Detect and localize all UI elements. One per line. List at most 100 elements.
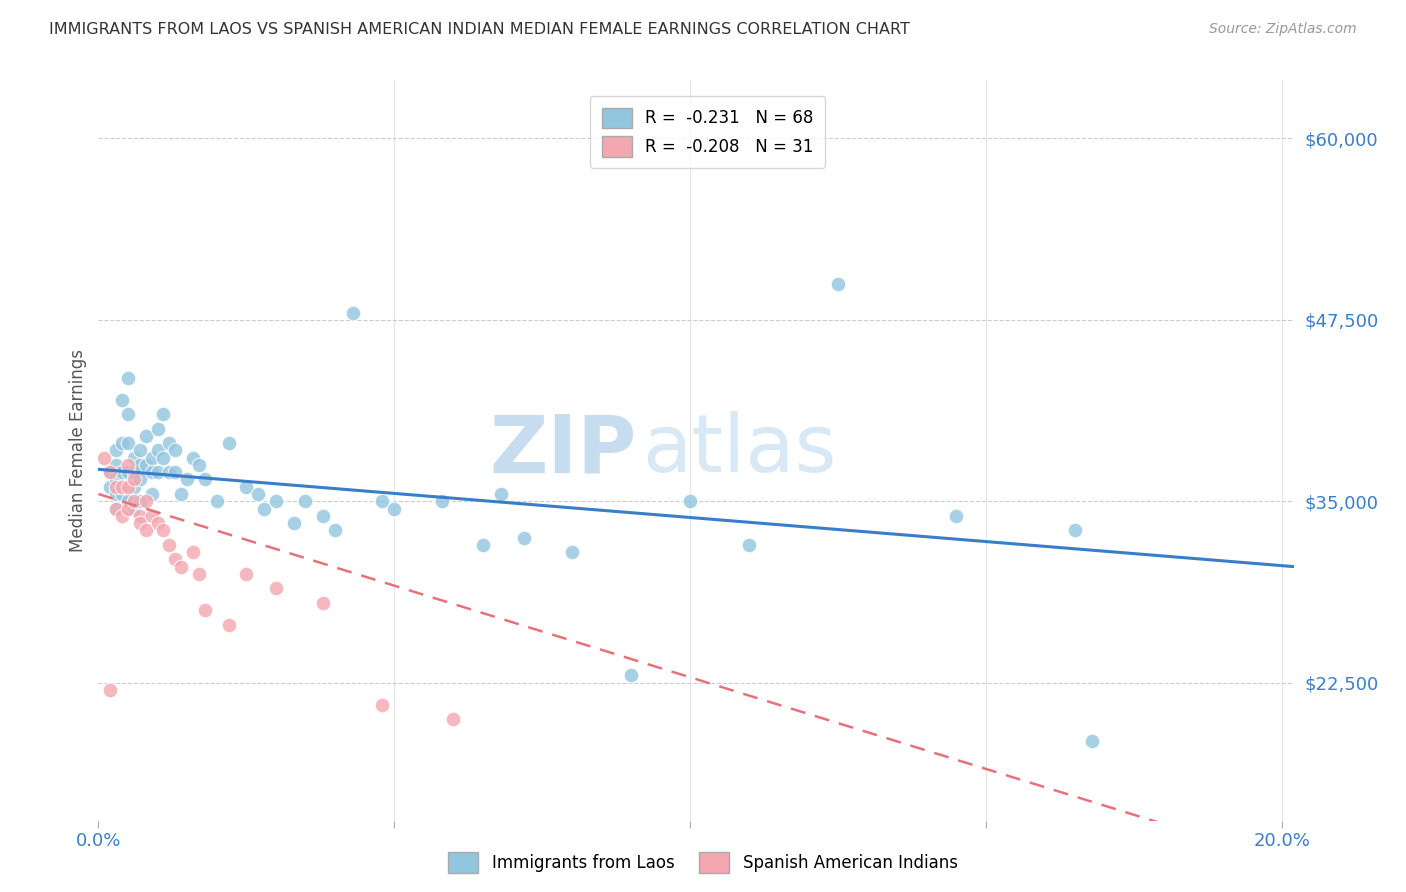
Point bbox=[111, 508, 134, 523]
Point bbox=[157, 538, 180, 552]
Point bbox=[117, 371, 139, 385]
Text: ZIP: ZIP bbox=[489, 411, 637, 490]
Point bbox=[561, 545, 583, 559]
Point bbox=[135, 524, 157, 538]
Point bbox=[945, 508, 967, 523]
Point bbox=[170, 487, 193, 501]
Point bbox=[679, 494, 702, 508]
Point bbox=[489, 487, 512, 501]
Point bbox=[135, 458, 157, 472]
Point bbox=[152, 524, 174, 538]
Point bbox=[128, 443, 150, 458]
Point bbox=[342, 305, 364, 319]
Point bbox=[141, 508, 163, 523]
Point bbox=[253, 501, 276, 516]
Point bbox=[165, 465, 187, 479]
Point bbox=[122, 450, 145, 465]
Point bbox=[264, 494, 287, 508]
Point bbox=[382, 501, 405, 516]
Point bbox=[117, 501, 139, 516]
Legend: R =  -0.231   N = 68, R =  -0.208   N = 31: R = -0.231 N = 68, R = -0.208 N = 31 bbox=[591, 96, 825, 169]
Text: atlas: atlas bbox=[643, 411, 837, 490]
Point bbox=[141, 487, 163, 501]
Point bbox=[122, 473, 145, 487]
Point bbox=[738, 538, 761, 552]
Point bbox=[181, 450, 204, 465]
Point bbox=[122, 494, 145, 508]
Point bbox=[371, 698, 394, 712]
Point bbox=[194, 603, 217, 617]
Point bbox=[472, 538, 495, 552]
Point bbox=[117, 458, 139, 472]
Point bbox=[1063, 524, 1085, 538]
Point bbox=[122, 501, 145, 516]
Point bbox=[194, 473, 217, 487]
Point bbox=[111, 436, 134, 450]
Text: IMMIGRANTS FROM LAOS VS SPANISH AMERICAN INDIAN MEDIAN FEMALE EARNINGS CORRELATI: IMMIGRANTS FROM LAOS VS SPANISH AMERICAN… bbox=[49, 22, 910, 37]
Point bbox=[111, 465, 134, 479]
Point bbox=[105, 458, 128, 472]
Y-axis label: Median Female Earnings: Median Female Earnings bbox=[69, 349, 87, 552]
Point bbox=[827, 277, 849, 291]
Point bbox=[430, 494, 453, 508]
Point bbox=[218, 436, 240, 450]
Point bbox=[181, 545, 204, 559]
Point bbox=[146, 465, 169, 479]
Point bbox=[152, 450, 174, 465]
Point bbox=[117, 407, 139, 421]
Point bbox=[98, 465, 121, 479]
Point bbox=[117, 436, 139, 450]
Point bbox=[371, 494, 394, 508]
Point bbox=[247, 487, 270, 501]
Point bbox=[264, 582, 287, 596]
Point bbox=[105, 473, 128, 487]
Point bbox=[98, 683, 121, 698]
Point bbox=[122, 480, 145, 494]
Point bbox=[323, 524, 346, 538]
Point bbox=[188, 458, 211, 472]
Point bbox=[312, 508, 335, 523]
Point bbox=[170, 559, 193, 574]
Point bbox=[128, 494, 150, 508]
Point bbox=[105, 501, 128, 516]
Point bbox=[157, 436, 180, 450]
Point bbox=[146, 516, 169, 530]
Point bbox=[141, 450, 163, 465]
Point bbox=[117, 465, 139, 479]
Point bbox=[98, 480, 121, 494]
Point bbox=[1081, 733, 1104, 747]
Point bbox=[312, 596, 335, 610]
Point bbox=[188, 566, 211, 581]
Point bbox=[294, 494, 316, 508]
Point bbox=[176, 473, 198, 487]
Point bbox=[105, 501, 128, 516]
Point bbox=[146, 443, 169, 458]
Point bbox=[105, 480, 128, 494]
Point bbox=[111, 480, 134, 494]
Point bbox=[165, 443, 187, 458]
Legend: Immigrants from Laos, Spanish American Indians: Immigrants from Laos, Spanish American I… bbox=[441, 846, 965, 880]
Point bbox=[117, 480, 139, 494]
Point bbox=[235, 566, 257, 581]
Point bbox=[128, 508, 150, 523]
Point bbox=[205, 494, 228, 508]
Point bbox=[513, 531, 536, 545]
Point bbox=[128, 516, 150, 530]
Point bbox=[105, 487, 128, 501]
Point bbox=[117, 494, 139, 508]
Point bbox=[146, 422, 169, 436]
Point bbox=[122, 465, 145, 479]
Point bbox=[235, 480, 257, 494]
Point bbox=[218, 617, 240, 632]
Point bbox=[128, 473, 150, 487]
Point bbox=[128, 458, 150, 472]
Point bbox=[111, 392, 134, 407]
Point bbox=[165, 552, 187, 566]
Point bbox=[111, 487, 134, 501]
Point bbox=[441, 712, 464, 726]
Point bbox=[105, 443, 128, 458]
Point bbox=[98, 465, 121, 479]
Point bbox=[141, 465, 163, 479]
Point bbox=[157, 465, 180, 479]
Point bbox=[283, 516, 305, 530]
